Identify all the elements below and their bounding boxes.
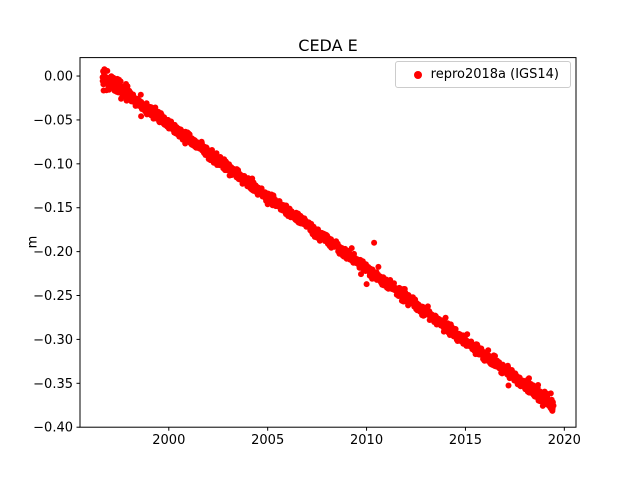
data-point: [375, 263, 382, 270]
data-point: [348, 245, 355, 252]
data-point: [124, 83, 131, 90]
data-point: [505, 382, 512, 389]
plot-frame: [79, 57, 577, 428]
outlier-point: [363, 281, 370, 288]
y-tick-label: −0.05: [33, 113, 73, 128]
data-point: [117, 78, 124, 85]
x-tick-label: 2010: [350, 433, 383, 448]
legend-marker-icon: [413, 70, 422, 79]
outlier-point: [371, 239, 378, 246]
legend: repro2018a (IGS14): [394, 61, 571, 88]
data-point: [424, 303, 431, 310]
y-tick-label: −0.20: [33, 245, 73, 260]
x-tick-label: 2005: [251, 433, 284, 448]
data-point: [209, 147, 215, 153]
data-point: [104, 67, 111, 74]
x-tick-label: 2015: [449, 433, 482, 448]
scatter-series: [99, 66, 557, 414]
data-point: [492, 353, 498, 359]
y-tick-label: −0.25: [33, 289, 73, 304]
data-point: [137, 91, 144, 98]
y-tick-label: −0.35: [33, 377, 73, 392]
y-tick-label: −0.40: [33, 421, 73, 436]
data-point: [550, 402, 557, 409]
data-point: [526, 375, 532, 382]
y-tick-label: −0.10: [33, 157, 73, 172]
data-point: [442, 314, 449, 321]
chart-title: CEDA E: [298, 36, 358, 55]
data-point: [358, 271, 364, 278]
y-tick-label: −0.15: [33, 201, 73, 216]
data-point: [138, 113, 145, 120]
data-point: [464, 331, 471, 338]
y-tick-label: −0.30: [33, 333, 73, 348]
x-tick-label: 2000: [152, 433, 185, 448]
data-point: [547, 390, 554, 397]
data-point: [535, 382, 542, 388]
data-point: [213, 150, 220, 157]
data-point: [485, 347, 492, 354]
y-axis-label: m: [25, 235, 41, 249]
y-tick-label: 0.00: [44, 70, 73, 85]
legend-label: repro2018a (IGS14): [430, 67, 559, 82]
x-tick-label: 2020: [548, 433, 581, 448]
